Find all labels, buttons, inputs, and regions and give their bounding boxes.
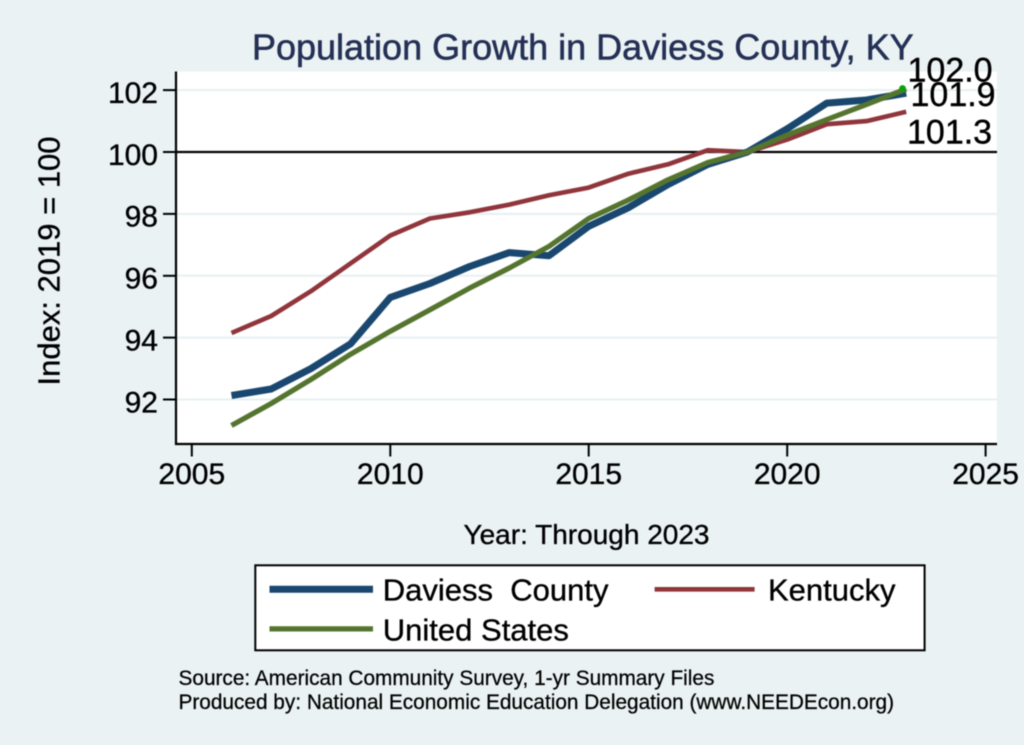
svg-text:100: 100 [108,139,158,172]
svg-text:2005: 2005 [158,458,225,491]
svg-text:2010: 2010 [357,458,424,491]
svg-text:102: 102 [108,77,158,110]
svg-text:Produced by: National Economic: Produced by: National Economic Education… [179,691,895,714]
svg-text:Source: American Community Sur: Source: American Community Survey, 1-yr … [179,667,715,690]
svg-text:2020: 2020 [754,458,821,491]
svg-text:Index: 2019 = 100: Index: 2019 = 100 [32,136,67,385]
svg-text:Year: Through 2023: Year: Through 2023 [464,519,710,550]
svg-text:98: 98 [125,201,158,234]
svg-text:96: 96 [125,263,158,296]
svg-text:Population Growth in Daviess C: Population Growth in Daviess County, KY [252,27,914,68]
svg-text:101.9: 101.9 [911,76,996,114]
svg-text:United States: United States [383,612,569,647]
svg-text:Kentucky: Kentucky [768,573,896,608]
svg-text:2025: 2025 [952,458,1019,491]
svg-text:Daviess County: Daviess County [383,573,609,608]
svg-text:102.0: 102.0 [908,52,993,90]
svg-text:2015: 2015 [555,458,622,491]
svg-text:94: 94 [125,324,158,357]
svg-text:101.3: 101.3 [907,114,992,152]
svg-text:92: 92 [125,386,158,419]
